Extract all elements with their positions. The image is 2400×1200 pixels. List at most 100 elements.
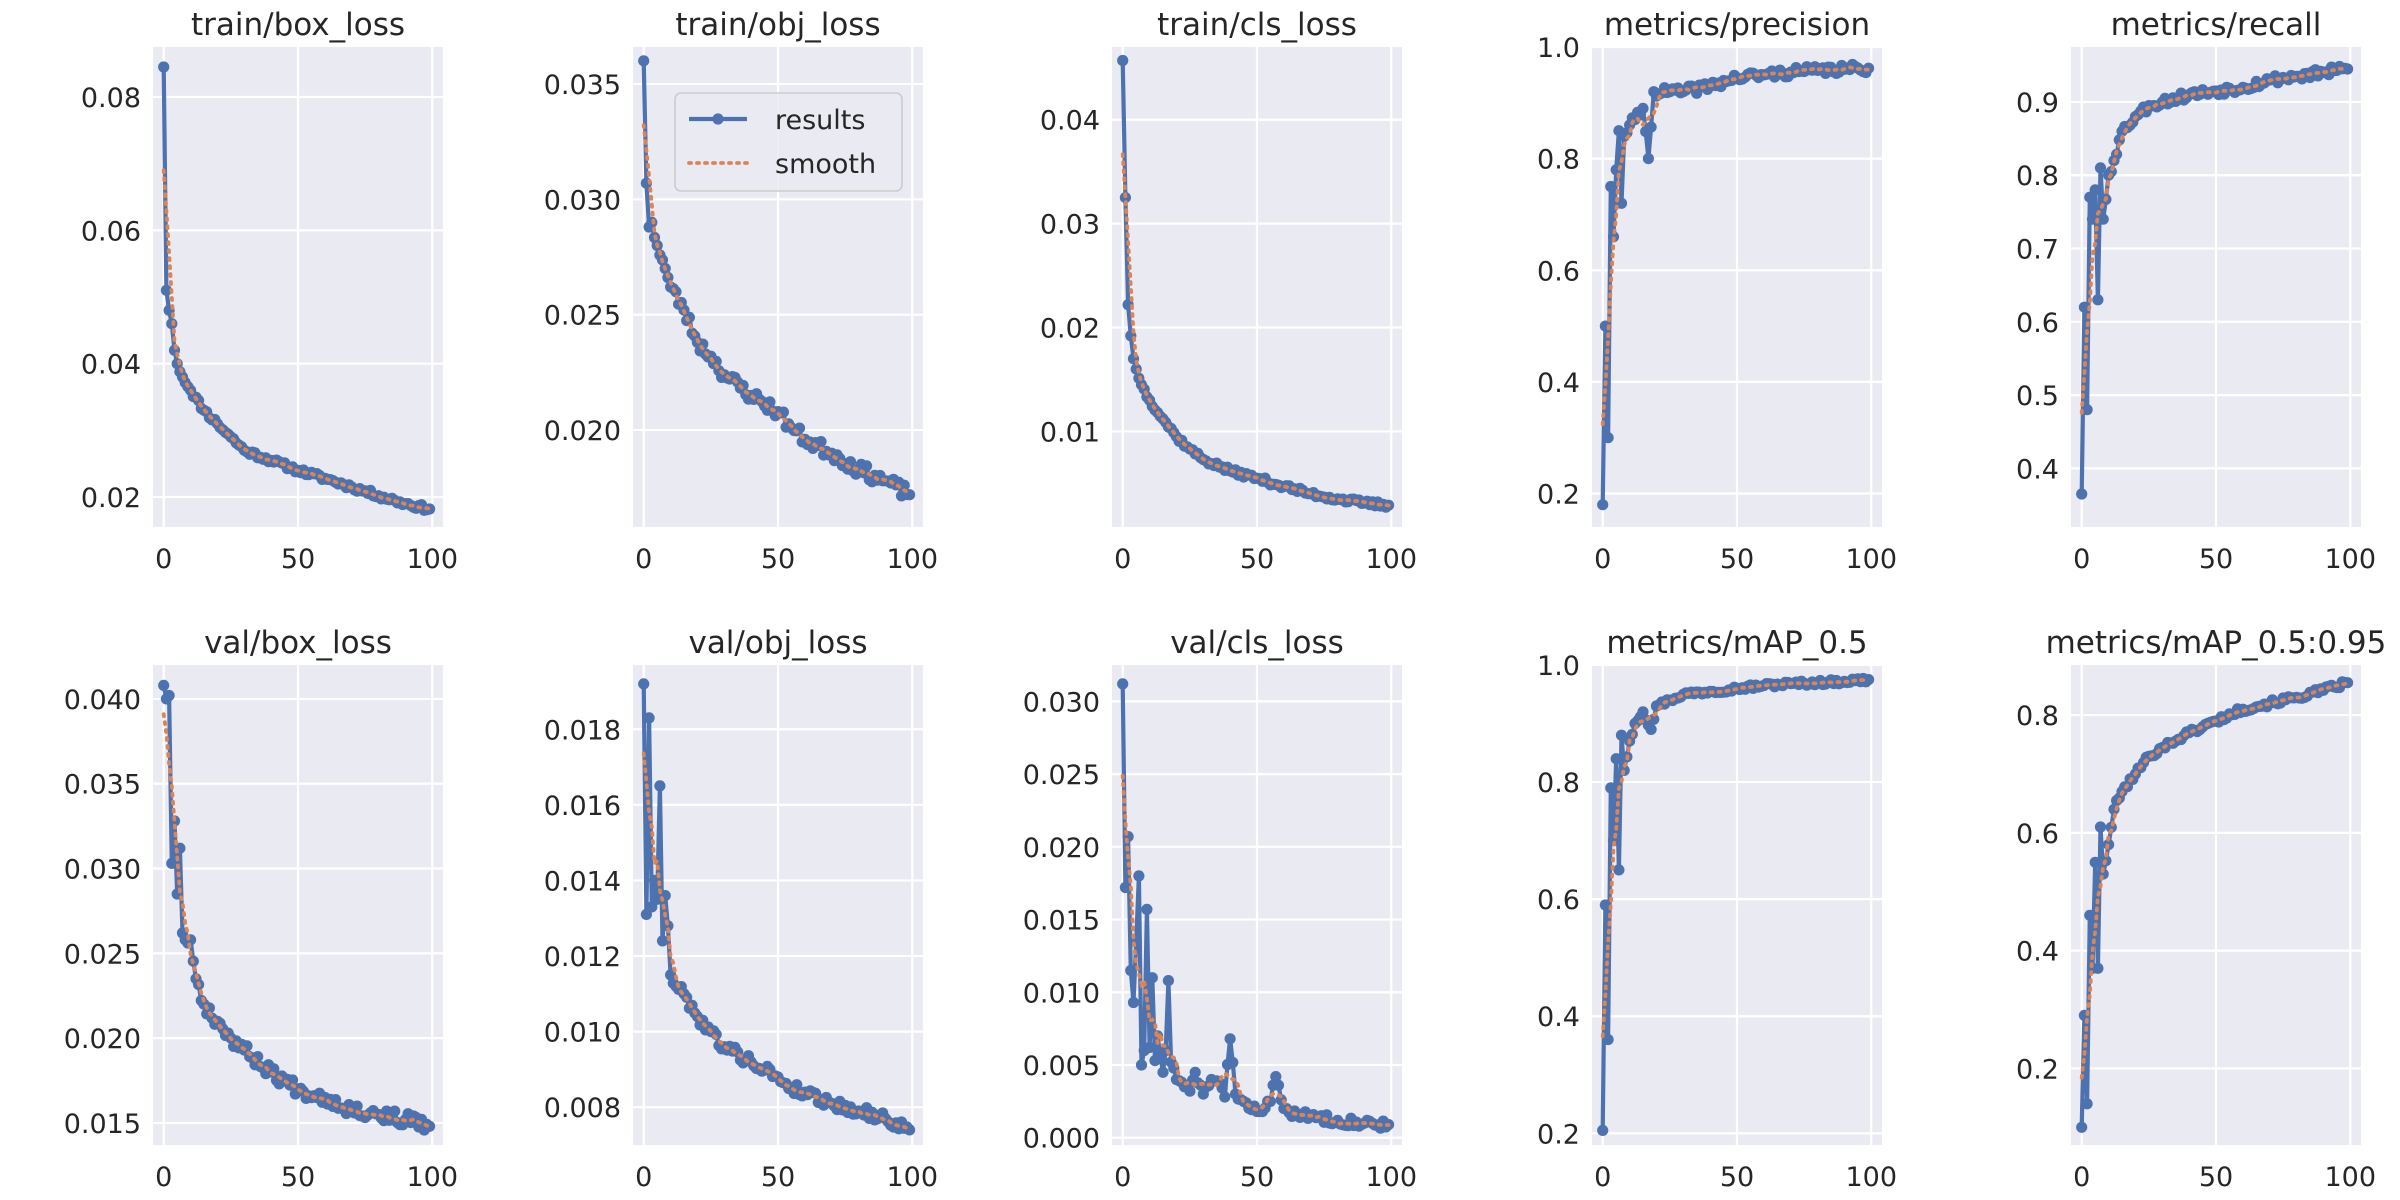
y-tick-label: 0.030 — [1023, 687, 1100, 718]
x-tick-label: 50 — [1720, 1162, 1754, 1193]
y-tick-label: 0.2 — [1537, 1119, 1580, 1150]
y-tick-label: 0.030 — [64, 855, 141, 886]
x-tick-label: 50 — [761, 1162, 795, 1193]
legend-results-marker — [712, 113, 724, 125]
results-point — [2084, 909, 2096, 921]
y-tick-label: 1.0 — [1537, 33, 1580, 64]
y-tick-label: 0.6 — [1537, 885, 1580, 916]
legend-results-label: results — [775, 105, 865, 136]
smooth-line — [641, 751, 912, 1130]
x-tick-label: 0 — [1114, 1162, 1131, 1193]
results-point — [1645, 121, 1657, 133]
results-point — [287, 1074, 299, 1086]
results-point — [1270, 1071, 1282, 1083]
results-point — [710, 355, 722, 367]
x-tick-label: 100 — [1365, 544, 1417, 575]
results-point — [2078, 301, 2090, 313]
x-tick-label: 100 — [406, 544, 458, 575]
y-tick-label: 0.6 — [2016, 308, 2059, 339]
results-point — [2094, 162, 2107, 174]
results-point — [2097, 213, 2109, 225]
results-point — [1602, 1034, 1614, 1046]
panel-title: val/obj_loss — [688, 625, 867, 661]
x-tick-label: 0 — [635, 544, 652, 575]
results-point — [1125, 964, 1137, 977]
y-tick-label: 0.6 — [1537, 256, 1580, 287]
x-tick-label: 50 — [2199, 544, 2233, 575]
results-point — [1602, 432, 1614, 444]
results-point — [1610, 753, 1622, 765]
results-point — [1605, 782, 1617, 794]
smooth-line — [2079, 66, 2350, 415]
results-point — [1133, 870, 1145, 882]
panel-metrics-precision: 0 50 100 0.2 0.4 0.6 0.8 1.0 metrics/precision — [1537, 7, 1897, 575]
y-tick-label: 0.000 — [1023, 1124, 1100, 1155]
results-point — [1272, 1079, 1285, 1091]
results-point — [160, 284, 172, 296]
results-point — [638, 55, 650, 67]
x-tick-label: 50 — [1240, 544, 1274, 575]
x-tick-label: 0 — [1594, 544, 1611, 575]
x-tick-label: 0 — [1114, 544, 1131, 575]
results-point — [1599, 899, 1611, 911]
results-point — [330, 1094, 342, 1106]
legend: results smooth — [674, 92, 903, 192]
results-point — [791, 1079, 803, 1091]
results-point — [1615, 729, 1628, 741]
results-point — [2089, 184, 2101, 196]
x-tick-label: 50 — [761, 544, 795, 575]
y-tick-label: 0.010 — [544, 1018, 621, 1049]
y-tick-label: 0.2 — [1537, 480, 1580, 511]
x-tick-label: 100 — [1365, 1162, 1417, 1193]
results-point — [2081, 404, 2093, 416]
results-point — [1648, 713, 1660, 725]
panel-metrics-recall: 0 50 100 0.4 0.5 0.6 0.7 0.8 0.9 metrics/recall — [2016, 7, 2376, 575]
results-point — [1117, 54, 1129, 67]
y-tick-label: 0.030 — [544, 185, 621, 216]
results-point — [158, 61, 170, 73]
results-point — [389, 1105, 401, 1117]
results-point — [861, 460, 873, 472]
y-tick-label: 0.2 — [2016, 1054, 2059, 1085]
x-tick-label: 0 — [2073, 1162, 2090, 1193]
x-tick-label: 0 — [1594, 1162, 1611, 1193]
panel-train-cls-loss: 0 50 100 0.01 0.02 0.03 0.04 train/cls_loss — [1040, 7, 1417, 575]
results-point — [166, 857, 178, 870]
results-point — [1613, 864, 1625, 876]
y-tick-label: 0.010 — [1023, 978, 1100, 1009]
x-tick-label: 50 — [281, 544, 315, 575]
y-tick-label: 0.04 — [1040, 106, 1100, 137]
panel-title: metrics/recall — [2111, 7, 2322, 43]
results-point — [1146, 972, 1158, 984]
smooth-line — [1120, 152, 1391, 508]
results-point — [1157, 1066, 1169, 1078]
y-tick-label: 0.4 — [2016, 937, 2059, 968]
panel-title: val/box_loss — [204, 625, 392, 661]
y-tick-label: 0.5 — [2016, 381, 2059, 412]
results-point — [1144, 1041, 1156, 1054]
results-point — [2081, 1098, 2093, 1110]
x-tick-label: 100 — [2324, 1162, 2376, 1193]
x-tick-label: 50 — [2199, 1162, 2233, 1193]
results-point — [1645, 723, 1657, 736]
panel-val-cls-loss: 0 50 100 0.000 0.005 0.010 0.015 0.020 0.025 0.03… — [1023, 625, 1417, 1193]
x-tick-label: 0 — [155, 544, 172, 575]
y-tick-label: 0.4 — [1537, 368, 1580, 399]
x-tick-label: 50 — [1720, 544, 1754, 575]
results-point — [1162, 975, 1174, 987]
panel-title: metrics/mAP_0.5:0.95 — [2046, 625, 2387, 661]
results-point — [1597, 1124, 1609, 1136]
results-point — [1135, 1059, 1148, 1071]
results-point — [424, 1120, 436, 1132]
smooth-line — [2079, 681, 2350, 1080]
y-tick-label: 0.04 — [81, 350, 141, 381]
results-point — [1605, 180, 1617, 193]
x-tick-label: 100 — [886, 544, 938, 575]
y-tick-label: 0.025 — [64, 939, 141, 970]
panel-metrics-map-0-5-0-95: 0 50 100 0.2 0.4 0.6 0.8 metrics/mAP_0.5:0.95 — [2016, 625, 2386, 1193]
results-point — [1127, 996, 1140, 1009]
y-tick-label: 0.012 — [544, 942, 621, 973]
y-tick-label: 0.4 — [1537, 1002, 1580, 1033]
y-tick-label: 0.8 — [2016, 161, 2059, 192]
